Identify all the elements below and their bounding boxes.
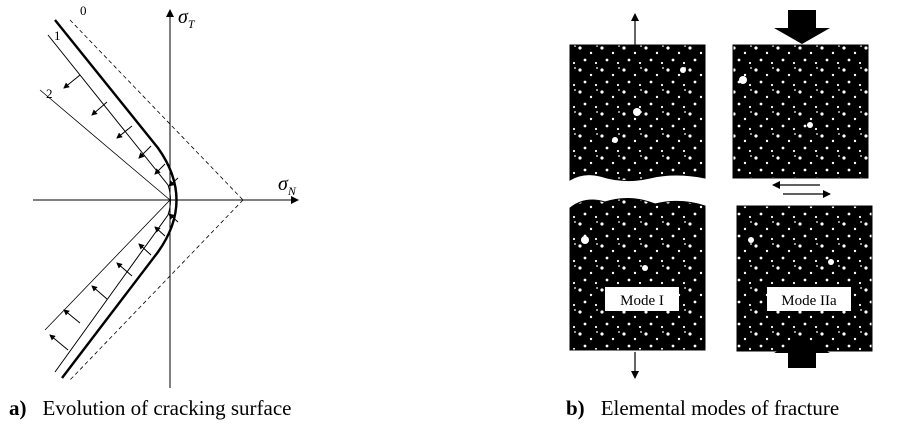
cracking-curve-2: [39, 89, 171, 331]
compression-arrow-bottom: [774, 338, 830, 368]
curve-label-1: 1: [54, 28, 61, 43]
caption-a-letter: a): [9, 396, 27, 420]
evolution-arrows-upper: [63, 74, 179, 187]
curve-label-2: 2: [46, 86, 53, 101]
cracking-surface-diagram: σT σN 0 1 2: [0, 0, 330, 390]
mode-i-label: Mode I: [620, 293, 664, 309]
cracking-curve-0: [54, 19, 178, 379]
compression-arrow-top: [774, 10, 830, 44]
sigma-t-label: σT: [178, 6, 196, 31]
mode-iia-upper-specimen: [732, 44, 869, 179]
caption-b-letter: b): [566, 396, 585, 420]
evolution-arrows-lower: [49, 213, 179, 351]
cracking-surface-svg: σT σN 0 1 2: [33, 3, 299, 388]
fracture-modes-diagram: Mode I Mode IIa: [555, 0, 875, 390]
mode-i-label-box: [605, 287, 679, 311]
fracture-modes-svg: Mode I Mode IIa: [569, 10, 873, 379]
caption-a-text: Evolution of cracking surface: [42, 396, 292, 420]
mode-i-lower-specimen: [569, 198, 706, 351]
mode-iia-label: Mode IIa: [781, 293, 837, 309]
sigma-n-label: σN: [278, 173, 297, 198]
caption-b-text: Elemental modes of fracture: [600, 396, 840, 420]
curve-label-0: 0: [80, 3, 87, 18]
caption-a: a) Evolution of cracking surface: [9, 396, 292, 421]
mode-iia-label-box: [767, 287, 851, 311]
mode-iia-lower-specimen: [736, 205, 873, 352]
caption-b: b) Elemental modes of fracture: [566, 396, 839, 421]
mode-i-upper-specimen: [569, 44, 706, 182]
